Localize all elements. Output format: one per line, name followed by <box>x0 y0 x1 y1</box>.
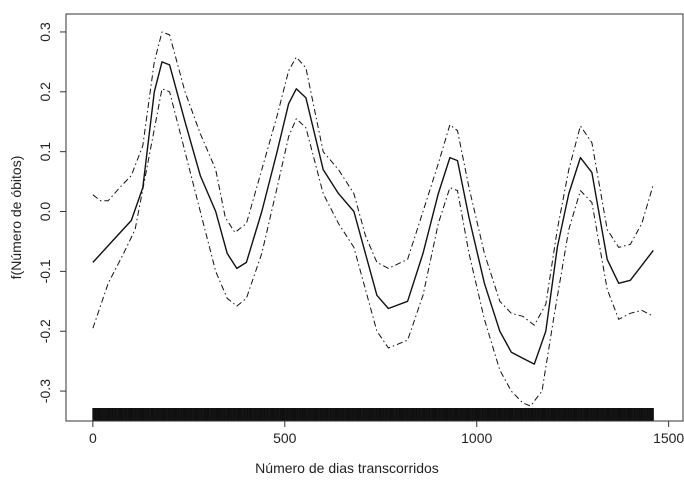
y-axis: -0.3 -0.2 -0.1 0.0 0.1 0.2 0.3 <box>37 22 66 403</box>
y-tick-label: 0.2 <box>37 82 53 102</box>
series-line-band-1 <box>92 31 654 326</box>
y-tick-label: -0.1 <box>37 259 53 283</box>
y-tick-label: 0.0 <box>37 202 53 222</box>
x-tick-label: 1000 <box>461 430 492 446</box>
series-line-fit <box>92 61 654 365</box>
plot-frame <box>65 13 684 422</box>
y-tick-label: -0.3 <box>37 379 53 403</box>
x-tick-label: 1500 <box>653 430 684 446</box>
y-tick-label: -0.2 <box>37 319 53 343</box>
x-tick-label: 0 <box>89 430 97 446</box>
rug-marks <box>92 408 654 421</box>
series-line-band-2 <box>92 88 654 407</box>
y-tick-label: 0.3 <box>37 22 53 42</box>
y-axis-label: f(Número de óbitos) <box>8 156 24 280</box>
x-axis-label: Número de dias transcorridos <box>255 460 439 476</box>
x-tick-label: 500 <box>273 430 297 446</box>
x-axis: 0 500 1000 1500 <box>89 421 684 446</box>
y-tick-label: 0.1 <box>37 142 53 162</box>
plot-lines <box>92 31 654 407</box>
